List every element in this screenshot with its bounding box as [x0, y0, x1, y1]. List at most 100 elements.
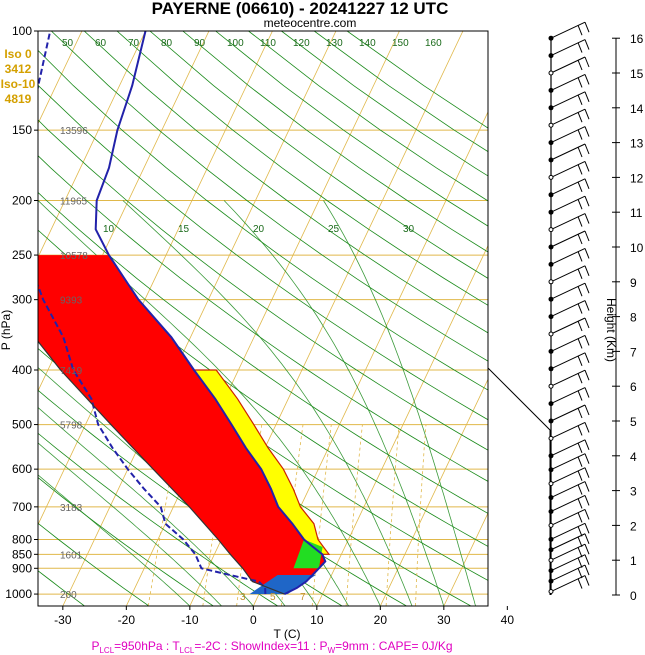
wind-barb-station: [548, 227, 554, 233]
dewpoint-profile-line: [38, 31, 267, 595]
wind-barb-station: [548, 547, 554, 553]
dry-adiabat-line: [38, 477, 214, 606]
wind-barb-shaft: [550, 195, 586, 213]
dry-adiabat-line: [83, 31, 488, 334]
wind-barb-feather: [584, 56, 590, 68]
isotherm-line: [38, 31, 146, 259]
wind-barb-shaft: [550, 543, 586, 561]
wind-barb-feather: [577, 303, 583, 314]
iso-0-height: 3412: [5, 62, 32, 76]
x-axis-label: T (C): [273, 627, 300, 641]
wind-barb-shaft: [550, 282, 586, 300]
wind-barb-feather: [584, 533, 590, 544]
height-tick-label: 13: [630, 137, 644, 151]
plot-area: 1359611965105789393741957983183160120050…: [38, 31, 510, 606]
wind-barb-station: [548, 383, 554, 389]
wind-barb-feather: [577, 199, 583, 210]
geopotential-label: 5798: [60, 421, 83, 432]
pressure-tick-label: 500: [12, 418, 32, 432]
wind-barb-shaft: [550, 334, 586, 352]
wind-barb: [548, 73, 590, 93]
wind-barb-feather: [577, 547, 583, 558]
chart-title: PAYERNE (06610) - 20241227 12 UTC: [152, 0, 449, 18]
wind-barb-feather: [584, 335, 590, 346]
wind-barb-feather: [577, 425, 583, 436]
pressure-tick-label: 700: [12, 500, 32, 514]
wind-barb-shaft: [550, 230, 586, 248]
wind-barb-station: [548, 522, 554, 528]
positive-area-green: [293, 539, 323, 569]
temperature-tick-label: 10: [310, 613, 324, 627]
mixing-ratio-line: [345, 424, 363, 606]
parcel-profile-line: [38, 340, 285, 595]
wind-barb-feather: [584, 317, 590, 329]
wind-barb-feather: [584, 230, 590, 242]
wind-barb-station: [548, 87, 554, 93]
wind-barb: [548, 282, 590, 302]
wind-barb-feather: [584, 283, 590, 294]
wind-barb: [548, 108, 590, 128]
mixing-ratio-label: 5: [270, 592, 276, 603]
wind-barb: [548, 352, 590, 372]
wind-barb-feather: [584, 554, 590, 565]
dry-adiabat-line: [313, 31, 488, 153]
pressure-tick-label: 150: [12, 123, 32, 137]
wind-barb-station: [548, 495, 554, 501]
wind-barb: [548, 554, 590, 574]
temperature-tick-label: 0: [250, 613, 257, 627]
wet-adiabat-label: 15: [178, 224, 190, 235]
wind-barb-feather: [577, 286, 583, 297]
wind-barb-feather: [584, 126, 590, 137]
wet-adiabat-label: 30: [403, 224, 415, 235]
wind-barb-feather: [584, 453, 590, 464]
wind-barb: [548, 508, 590, 528]
wind-barb-shaft: [550, 575, 586, 592]
wind-barb-station: [548, 279, 554, 285]
wind-barb-station: [548, 244, 554, 250]
wind-barb: [548, 213, 590, 233]
wind-barb-feather: [584, 544, 590, 555]
wind-barb-feather: [577, 557, 583, 568]
wind-barb: [548, 575, 590, 595]
height-tick-label: 5: [630, 415, 637, 429]
wind-barb-station: [548, 35, 554, 41]
wind-barb-feather: [577, 216, 583, 227]
pressure-tick-label: 100: [12, 24, 32, 38]
wind-barb-feather: [584, 91, 590, 102]
wind-barb-feather: [584, 213, 590, 224]
wind-barb-shaft: [550, 352, 586, 370]
wind-barb-shaft: [550, 439, 586, 457]
dry-adiabat-line: [38, 155, 488, 482]
wind-barb-shaft: [550, 508, 586, 526]
footer-part: =950hPa : T: [114, 639, 180, 653]
wind-barb-station: [548, 508, 554, 514]
wind-barb-station: [548, 589, 554, 595]
pressure-tick-label: 300: [12, 293, 32, 307]
wind-barb-station: [548, 418, 554, 424]
wind-barb-station: [548, 453, 554, 459]
wind-barb-feather: [577, 77, 583, 88]
height-tick-label: 16: [630, 32, 644, 46]
dry-adiabat-line: [38, 267, 488, 581]
isotherm-right-label: -20: [495, 167, 510, 178]
wind-barb-feather: [584, 22, 590, 33]
isotherm-label: 160: [425, 38, 442, 49]
wind-barb-feather: [577, 146, 583, 158]
wind-barb-feather: [584, 523, 590, 534]
isotherm-right-label: 30: [495, 542, 507, 553]
iso-legend: Iso 0 3412 Iso-10 4819: [1, 47, 36, 106]
height-tick-label: 1: [630, 554, 637, 568]
wind-barb-feather: [584, 161, 590, 172]
wind-barb-feather: [584, 74, 590, 85]
height-tick-label: 15: [630, 67, 644, 81]
wind-barb-shaft: [550, 178, 586, 196]
wind-barb-feather: [577, 129, 583, 140]
wet-adiabat-label: 20: [253, 224, 265, 235]
wind-barb-feather: [577, 456, 583, 467]
wind-barb-shaft: [550, 533, 586, 551]
isotherm-label: 140: [359, 38, 376, 49]
wind-barbs: [487, 21, 590, 595]
wind-barb-station: [548, 105, 554, 111]
isotherm-label: 70: [128, 38, 140, 49]
temperature-tick-label: -30: [54, 613, 72, 627]
